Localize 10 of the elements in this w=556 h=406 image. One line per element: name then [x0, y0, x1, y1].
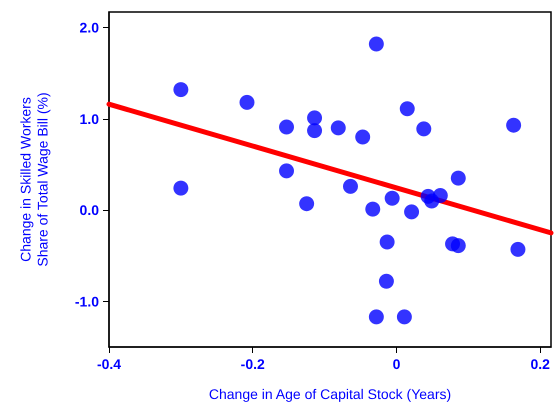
x-tick-label: 0.2: [530, 356, 550, 372]
y-tick-label: 2.0: [80, 20, 100, 36]
y-tick-label: 0.0: [80, 202, 100, 218]
x-tick-label: -0.4: [96, 356, 122, 372]
y-tick-label: -1.0: [74, 293, 100, 310]
y-axis-title: Change in Skilled Workers Share of Total Wage Bill (%): [18, 92, 50, 267]
x-tick-label: 0: [392, 356, 401, 372]
y-tick-label: 1.0: [80, 110, 100, 127]
x-tick-label: -0.2: [240, 356, 266, 372]
x-axis-title: Change in Age of Capital Stock (Years): [208, 386, 452, 402]
